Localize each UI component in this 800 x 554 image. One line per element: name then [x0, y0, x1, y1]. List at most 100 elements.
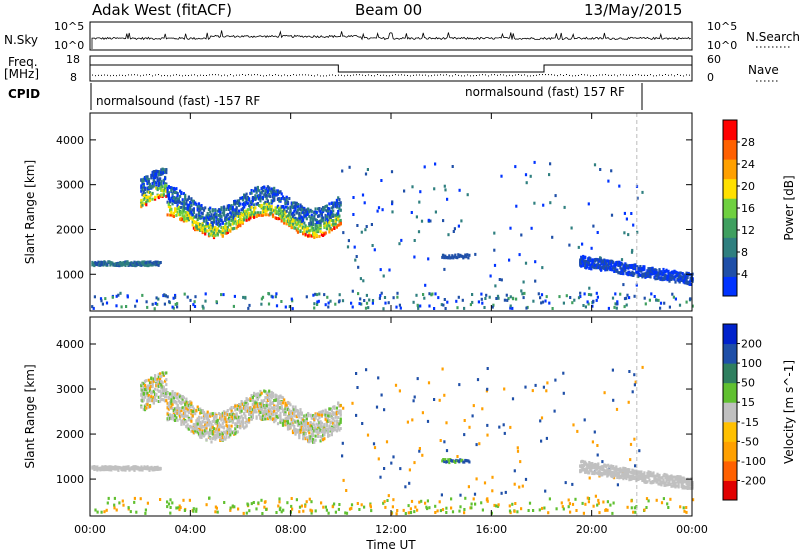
data-cell — [154, 378, 157, 382]
data-cell — [418, 447, 421, 450]
data-cell — [220, 215, 223, 218]
data-cell — [320, 207, 323, 211]
data-cell — [179, 206, 182, 210]
data-cell — [302, 232, 305, 236]
data-cell — [338, 219, 341, 223]
data-cell — [313, 429, 316, 433]
data-cell — [234, 199, 237, 203]
nave-point — [92, 74, 93, 76]
data-cell — [302, 418, 305, 422]
data-cell — [493, 231, 496, 235]
data-cell — [215, 216, 218, 220]
data-cell — [417, 306, 420, 310]
data-cell — [270, 417, 273, 420]
data-cell — [281, 401, 285, 405]
nave-point — [428, 75, 429, 77]
data-cell — [322, 216, 325, 220]
data-cell — [220, 425, 223, 429]
data-cell — [243, 406, 246, 410]
data-cell — [338, 206, 341, 210]
colorbar-segment — [723, 198, 737, 219]
data-cell — [166, 401, 169, 405]
data-cell — [222, 435, 226, 439]
data-cell — [191, 223, 194, 227]
data-cell — [181, 400, 184, 404]
data-cell — [322, 206, 325, 210]
data-cell — [669, 497, 672, 501]
data-cell — [190, 212, 193, 216]
data-cell — [180, 409, 183, 413]
data-cell — [298, 214, 301, 218]
data-cell — [156, 176, 159, 180]
data-cell — [323, 222, 326, 226]
nave-point — [575, 75, 576, 77]
nave-point — [560, 74, 561, 76]
nave-point — [167, 75, 168, 77]
data-cell — [140, 384, 143, 388]
data-cell — [171, 390, 174, 394]
data-cell — [187, 204, 190, 207]
data-cell — [164, 187, 167, 191]
data-cell — [314, 426, 317, 430]
data-cell — [325, 424, 328, 428]
data-cell — [396, 295, 399, 299]
data-cell — [465, 255, 468, 259]
nave-point — [251, 74, 252, 76]
data-cell — [293, 411, 296, 415]
data-cell — [204, 229, 207, 233]
data-cell — [315, 224, 318, 228]
data-cell — [496, 504, 500, 508]
data-cell — [161, 391, 164, 394]
data-cell — [175, 506, 178, 510]
data-cell — [293, 219, 296, 222]
data-cell — [329, 421, 332, 425]
data-cell — [226, 417, 229, 421]
data-cell — [201, 429, 204, 433]
data-cell — [279, 198, 282, 202]
data-cell — [164, 184, 167, 188]
data-cell — [630, 499, 633, 503]
data-cell — [256, 392, 259, 396]
data-cell — [290, 422, 293, 426]
data-cell — [286, 400, 290, 404]
data-cell — [586, 262, 589, 266]
data-cell — [302, 206, 305, 210]
data-cell — [285, 215, 288, 219]
data-cell — [290, 418, 293, 421]
data-cell — [634, 475, 637, 479]
data-cell — [177, 506, 180, 510]
data-cell — [319, 210, 322, 214]
data-cell — [384, 301, 387, 305]
data-cell — [276, 406, 280, 410]
data-cell — [685, 271, 688, 275]
data-cell — [308, 431, 311, 435]
data-cell — [258, 197, 261, 201]
nave-point — [188, 75, 189, 77]
nave-point — [647, 74, 648, 76]
data-cell — [318, 430, 321, 434]
data-cell — [204, 232, 207, 236]
data-cell — [320, 429, 323, 433]
data-cell — [325, 411, 328, 415]
data-cell — [618, 472, 621, 476]
data-cell — [485, 498, 488, 502]
data-cell — [151, 390, 154, 394]
data-cell — [692, 498, 695, 502]
data-cell — [195, 507, 198, 511]
data-cell — [170, 405, 173, 409]
data-cell — [368, 298, 371, 302]
data-cell — [502, 423, 505, 427]
data-cell — [212, 213, 216, 217]
data-cell — [498, 425, 501, 429]
nave-point — [629, 74, 630, 76]
data-cell — [256, 407, 259, 410]
data-cell — [207, 232, 211, 236]
data-cell — [224, 225, 227, 229]
data-cell — [179, 213, 182, 217]
data-cell — [296, 205, 300, 209]
cpid-label: CPID — [8, 87, 40, 101]
data-cell — [280, 405, 283, 408]
data-cell — [243, 218, 246, 222]
data-cell — [379, 294, 382, 298]
data-cell — [246, 196, 249, 200]
